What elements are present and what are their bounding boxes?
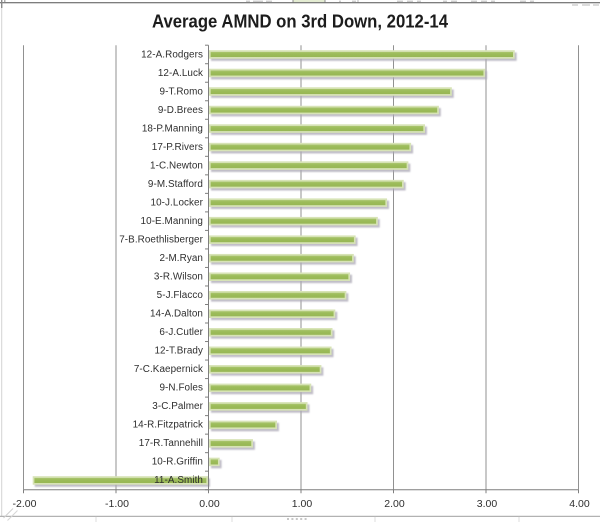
svg-text:2-M.Ryan: 2-M.Ryan	[160, 253, 203, 264]
svg-text:1.00: 1.00	[292, 498, 313, 510]
svg-text:3-R.Wilson: 3-R.Wilson	[154, 272, 203, 283]
svg-text:9-D.Brees: 9-D.Brees	[158, 105, 203, 116]
svg-text:10-J.Locker: 10-J.Locker	[151, 197, 204, 208]
svg-text:14-R.Fitzpatrick: 14-R.Fitzpatrick	[133, 420, 203, 431]
svg-text:6-J.Cutler: 6-J.Cutler	[159, 327, 203, 338]
svg-text:7-B.Roethlisberger: 7-B.Roethlisberger	[119, 234, 203, 245]
svg-text:14-A.Dalton: 14-A.Dalton	[150, 309, 203, 320]
svg-text:17-P.Rivers: 17-P.Rivers	[152, 142, 203, 153]
svg-text:3.00: 3.00	[477, 498, 498, 510]
svg-text:17-R.Tannehill: 17-R.Tannehill	[139, 438, 203, 449]
svg-text:10-R.Griffin: 10-R.Griffin	[152, 457, 203, 468]
svg-text:18-P.Manning: 18-P.Manning	[142, 123, 203, 134]
svg-text:9-M.Stafford: 9-M.Stafford	[148, 179, 203, 190]
svg-text:5-J.Flacco: 5-J.Flacco	[157, 290, 204, 301]
svg-text:12-A.Luck: 12-A.Luck	[158, 68, 203, 79]
svg-text:2.00: 2.00	[384, 498, 405, 510]
svg-text:9-T.Romo: 9-T.Romo	[160, 86, 204, 97]
svg-text:Average AMND on 3rd Down, 2012: Average AMND on 3rd Down, 2012-14	[152, 12, 449, 32]
svg-text:10-E.Manning: 10-E.Manning	[141, 216, 203, 227]
svg-text:9-N.Foles: 9-N.Foles	[159, 383, 203, 394]
svg-text:12-A.Rodgers: 12-A.Rodgers	[141, 49, 203, 60]
svg-text:3-C.Palmer: 3-C.Palmer	[152, 401, 203, 412]
svg-text:4.00: 4.00	[569, 498, 590, 510]
svg-text:12-T.Brady: 12-T.Brady	[154, 346, 203, 357]
svg-text:-2.00: -2.00	[13, 498, 37, 510]
svg-text:11-A.Smith: 11-A.Smith	[154, 475, 203, 486]
svg-text:7-C.Kaepernick: 7-C.Kaepernick	[134, 364, 203, 375]
svg-text:0.00: 0.00	[199, 498, 220, 510]
svg-text:-1.00: -1.00	[105, 498, 129, 510]
svg-text:1-C.Newton: 1-C.Newton	[150, 160, 203, 171]
